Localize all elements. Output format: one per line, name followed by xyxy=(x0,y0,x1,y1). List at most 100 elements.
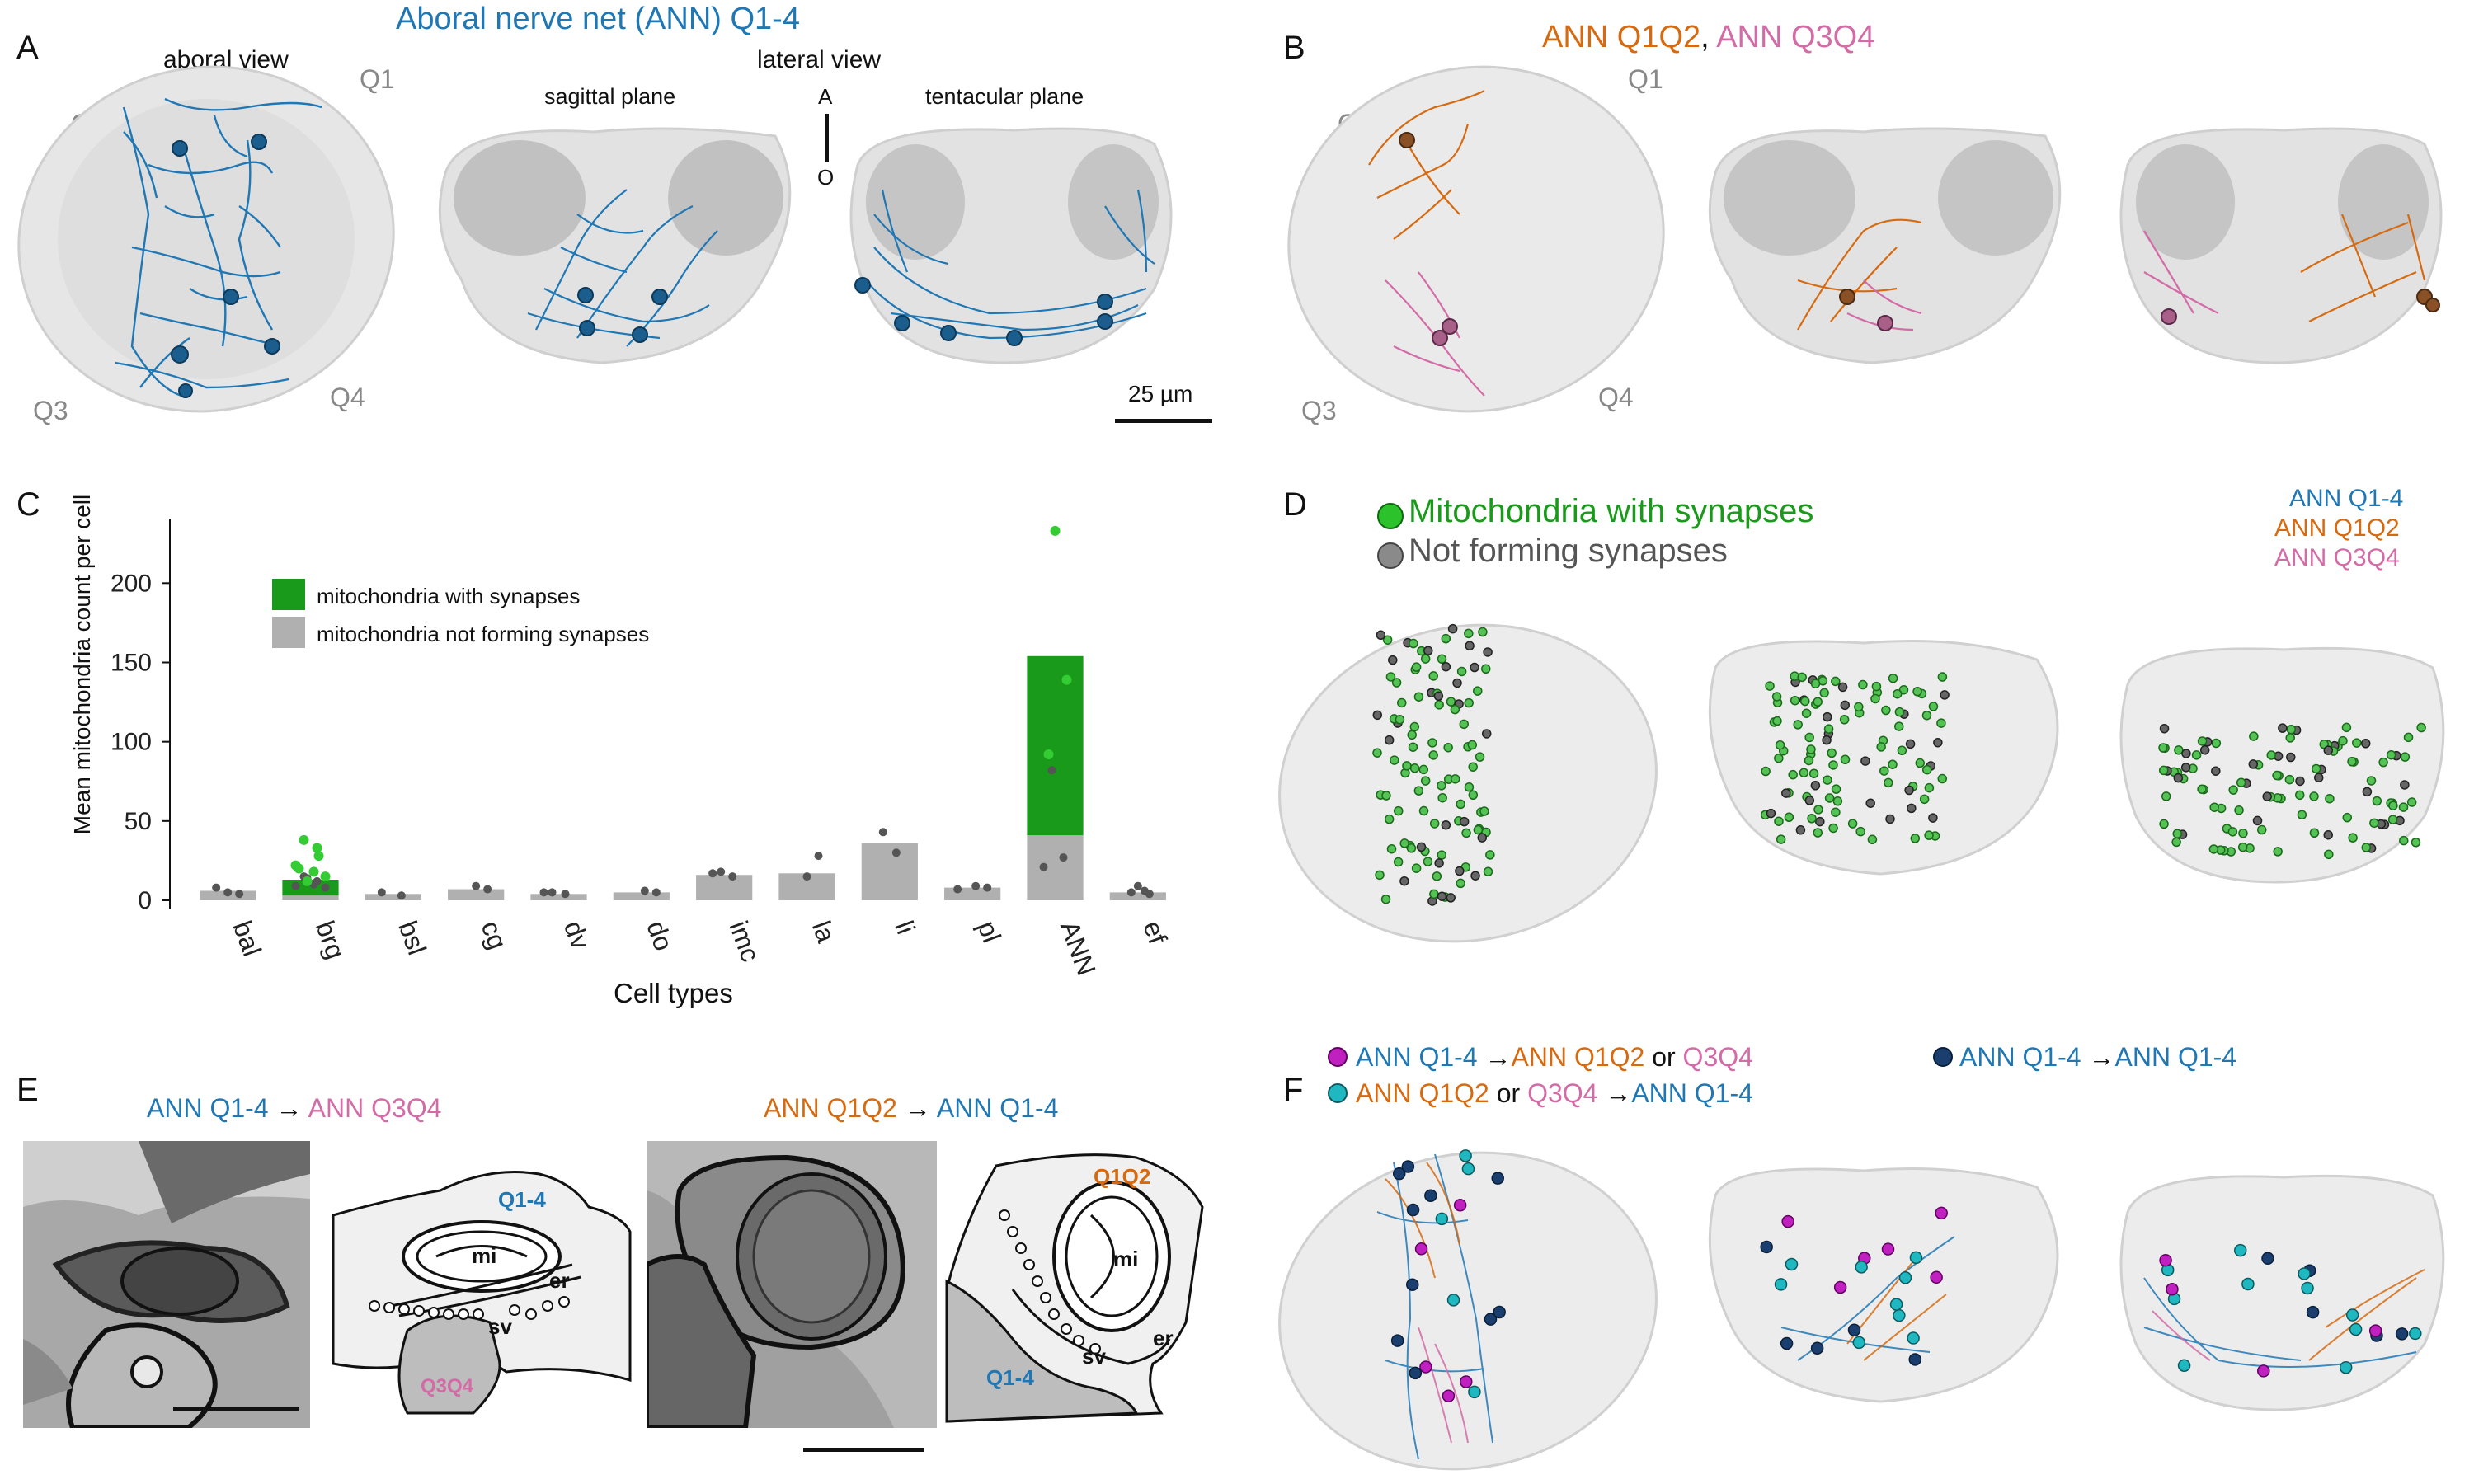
mitochondrion-marker xyxy=(1765,681,1775,691)
mitochondrion-marker xyxy=(2301,1281,2314,1295)
mitochondrion-marker xyxy=(1447,623,1458,634)
data-point-grey xyxy=(651,888,661,897)
mitochondrion-marker xyxy=(2159,1253,2172,1267)
mitochondrion-marker xyxy=(1776,834,1786,844)
mitochondrion-marker xyxy=(1847,819,1858,829)
panel-b-figure xyxy=(1287,65,2443,413)
s1-mi-label: mi xyxy=(472,1243,497,1268)
mitochondrion-marker xyxy=(1810,1341,1824,1355)
mitochondrion-marker xyxy=(1416,842,1427,852)
f-l2-c: ANN Q1-4 xyxy=(1631,1078,1753,1108)
mitochondrion-marker xyxy=(2284,774,2295,785)
mitochondrion-marker xyxy=(1840,700,1851,711)
mitochondrion-marker xyxy=(1833,1280,1847,1294)
mitochondrion-marker xyxy=(1437,654,1447,665)
data-point-green xyxy=(320,871,331,882)
mitochondrion-marker xyxy=(1473,824,1484,835)
f-l3-b: ANN Q1-4 xyxy=(2114,1042,2237,1072)
e-right-title-a: ANN Q1Q2 xyxy=(764,1093,897,1123)
mitochondrion-marker xyxy=(1888,673,1898,683)
mitochondrion-marker xyxy=(2211,766,2221,776)
mitochondrion-marker xyxy=(1455,866,1465,876)
mitochondrion-marker xyxy=(2309,791,2319,801)
sagittal-body xyxy=(438,127,792,364)
mitochondrion-marker xyxy=(1414,1242,1428,1256)
mitochondrion-marker xyxy=(1456,878,1465,889)
mitochondrion-marker xyxy=(2228,785,2238,795)
mitochondrion-marker xyxy=(1867,834,1878,845)
data-point-grey xyxy=(891,848,901,857)
x-tick-label-brg: brg xyxy=(310,917,351,963)
legend-green-label: mitochondria with synapses xyxy=(317,584,581,608)
mitochondrion-marker xyxy=(1807,814,1817,824)
bar-ANN-synapse xyxy=(1027,655,1084,836)
mitochondrion-marker xyxy=(2398,802,2409,812)
data-point-grey xyxy=(1047,766,1056,775)
f-l2-b: Q3Q4 xyxy=(1527,1078,1598,1108)
mitochondrion-marker xyxy=(1912,687,1922,697)
s2-mi-label: mi xyxy=(1113,1247,1139,1271)
data-point-green xyxy=(302,876,313,886)
mitochondrion-marker xyxy=(1437,850,1446,860)
mitochondrion-marker xyxy=(2400,780,2410,790)
panel-d-figure xyxy=(1278,623,2445,943)
mitochondrion-marker xyxy=(1384,814,1395,824)
mitochondrion-marker xyxy=(1468,790,1479,801)
s1-q14-label: Q1-4 xyxy=(498,1187,546,1212)
bar-bsl-not-synapse xyxy=(365,894,421,900)
mitochondrion-marker xyxy=(1479,806,1489,816)
mitochondrion-marker xyxy=(1464,628,1474,639)
mitochondrion-marker xyxy=(1831,676,1841,687)
mitochondrion-marker xyxy=(2180,763,2191,773)
mitochondrion-marker xyxy=(1481,729,1492,739)
panel-letter-c: C xyxy=(16,486,40,523)
mitochondrion-marker xyxy=(1402,761,1412,771)
mitochondrion-marker xyxy=(1475,752,1485,762)
mitochondrion-marker xyxy=(1772,716,1782,726)
mitochondrion-marker xyxy=(2372,796,2382,806)
panel-letter-a: A xyxy=(16,30,39,66)
schematic-left xyxy=(332,1171,632,1415)
mitochondrion-marker xyxy=(1928,702,1939,711)
key-ann-q1q2: ANN Q1Q2 xyxy=(2274,514,2400,542)
legend-magenta-dot xyxy=(1328,1047,1348,1067)
mitochondrion-marker xyxy=(2233,1243,2247,1257)
mitochondrion-marker xyxy=(1423,646,1433,656)
mitochondrion-marker xyxy=(1856,826,1865,837)
bar-li-not-synapse xyxy=(861,843,918,900)
mitochondrion-marker xyxy=(1824,793,1835,803)
mitochondrion-marker xyxy=(1395,715,1405,725)
mitochondrion-marker xyxy=(1813,697,1823,707)
f-l3-a: ANN Q1-4 xyxy=(1959,1042,2081,1072)
mitochondrion-marker xyxy=(1397,697,1407,708)
mitochondrion-marker xyxy=(2386,749,2396,760)
f-l2-or: or xyxy=(1496,1078,1521,1108)
mitochondrion-marker xyxy=(2366,776,2377,786)
mitochondrion-marker xyxy=(1819,688,1829,698)
mitochondrion-marker xyxy=(2173,773,2184,783)
mitochondrion-marker xyxy=(1464,697,1474,708)
mitochondrion-marker xyxy=(1924,830,1934,840)
mitochondrion-marker xyxy=(1406,1278,1419,1291)
mitochondrion-marker xyxy=(1760,1240,1773,1254)
mitochondrion-marker xyxy=(2399,835,2409,846)
data-point-green xyxy=(299,834,309,845)
mitochondrion-marker xyxy=(1810,679,1821,689)
data-point-grey xyxy=(728,872,737,881)
em-image-left xyxy=(23,1141,310,1428)
panel-b-title-q3q4: ANN Q3Q4 xyxy=(1716,20,1875,54)
mitochondrion-marker xyxy=(1793,720,1803,730)
mitochondrion-marker xyxy=(1433,691,1444,702)
mitochondrion-marker xyxy=(2191,750,2202,760)
mitochondrion-marker xyxy=(1468,1385,1481,1399)
mitochondrion-marker xyxy=(1460,1375,1473,1388)
mitochondrion-marker xyxy=(2256,824,2267,835)
mitochondrion-marker xyxy=(1483,866,1493,877)
b-q3-label: Q3 xyxy=(1301,396,1337,425)
mitochondrion-marker xyxy=(1832,796,1843,806)
mitochondrion-marker xyxy=(1406,843,1417,853)
mitochondrion-marker xyxy=(1888,759,1898,769)
mitochondrion-marker xyxy=(2298,1267,2311,1280)
legend-grey-dot xyxy=(1377,542,1404,569)
mitochondrion-marker xyxy=(2341,722,2352,733)
